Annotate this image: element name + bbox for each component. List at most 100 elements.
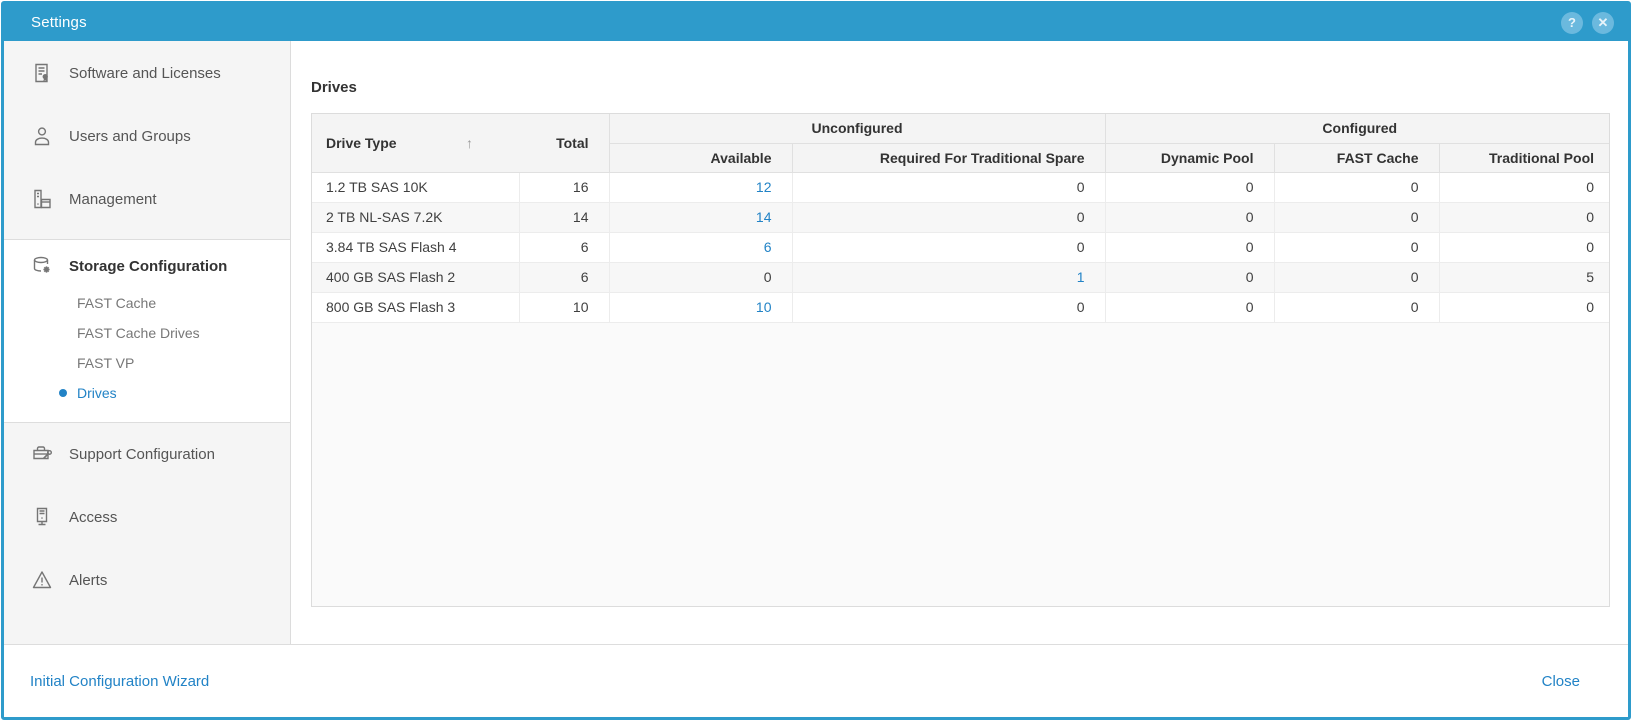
sidebar-item-label: Access [69,508,118,526]
group-header-configured: Configured [1104,114,1609,144]
sidebar-item-software-and-licenses[interactable]: Software and Licenses [4,50,290,96]
value-cell: 0 [1104,202,1274,233]
sidebar-item-fast-cache[interactable]: FAST Cache [4,288,290,318]
value-cell: 0 [1273,172,1439,203]
drive-count-link[interactable]: 14 [755,209,772,225]
sidebar-item-alerts[interactable]: Alerts [4,557,290,603]
value-cell: 1 [791,262,1105,293]
value-cell: 10 [518,292,609,323]
value-cell: 6 [518,262,609,293]
value-cell: 0 [1438,232,1609,263]
footer: Initial Configuration Wizard Close [4,644,1628,717]
drive-type-cell: 400 GB SAS Flash 2 [312,262,519,293]
dialog-title: Settings [31,14,87,31]
value-cell: 16 [518,172,609,203]
drive-type-cell: 1.2 TB SAS 10K [312,172,519,203]
close-icon[interactable]: ✕ [1592,11,1614,34]
sub-item-label: Drives [77,385,117,401]
value-cell: 0 [791,172,1105,203]
close-button[interactable]: Close [1541,672,1580,690]
value-cell: 0 [1438,292,1609,323]
drives-table: Drive Type ↑ Total Unconfigured Configur… [311,113,1610,607]
sidebar-item-label: Software and Licenses [69,64,221,82]
column-header-dynamic-pool[interactable]: Dynamic Pool [1104,143,1274,173]
value-cell: 0 [791,292,1105,323]
titlebar: Settings ? ✕ [4,4,1628,41]
value-cell: 0 [1273,202,1439,233]
value-cell: 0 [791,232,1105,263]
value-cell: 14 [608,202,792,233]
alerts-icon [30,568,54,592]
value-cell: 0 [1273,292,1439,323]
sub-item-label: FAST VP [77,355,135,371]
column-header-fast-cache[interactable]: FAST Cache [1273,143,1439,173]
sidebar-item-label: Alerts [69,571,108,589]
value-cell: 0 [1273,232,1439,263]
sidebar-item-fast-vp[interactable]: FAST VP [4,348,290,378]
storage-configuration-icon [30,254,54,278]
sub-item-label: FAST Cache [77,295,157,311]
initial-configuration-wizard-link[interactable]: Initial Configuration Wizard [30,672,210,690]
value-cell: 0 [1104,232,1274,263]
sidebar-item-label: Management [69,190,157,208]
value-cell: 6 [518,232,609,263]
value-cell: 0 [1104,172,1274,203]
sidebar-item-users-and-groups[interactable]: Users and Groups [4,113,290,159]
value-cell: 12 [608,172,792,203]
support-configuration-icon [30,442,54,466]
sidebar-item-label: Storage Configuration [69,257,228,275]
value-cell: 0 [1273,262,1439,293]
drive-type-cell: 800 GB SAS Flash 3 [312,292,519,323]
value-cell: 5 [1438,262,1609,293]
value-cell: 0 [1438,202,1609,233]
table-row: 2 TB NL-SAS 7.2K 14 14 0 0 0 0 [312,202,1609,233]
sidebar-item-drives[interactable]: Drives [4,378,290,408]
value-cell: 10 [608,292,792,323]
sidebar-item-fast-cache-drives[interactable]: FAST Cache Drives [4,318,290,348]
sidebar-divider [4,239,290,240]
value-cell: 0 [1104,292,1274,323]
drive-count-link[interactable]: 10 [755,299,772,315]
drive-count-link[interactable]: 12 [755,179,772,195]
sidebar-item-storage-configuration[interactable]: Storage Configuration [4,240,290,288]
access-icon [30,505,54,529]
column-header-required-spare[interactable]: Required For Traditional Spare [791,143,1105,173]
table-row: 800 GB SAS Flash 3 10 10 0 0 0 0 [312,292,1609,323]
drive-count-link[interactable]: 1 [1076,269,1085,285]
column-header-available[interactable]: Available [608,143,792,173]
sidebar-item-label: Users and Groups [69,127,191,145]
value-cell: 0 [1438,172,1609,203]
software-licenses-icon [30,61,54,85]
sidebar: Software and Licenses Users and Groups [4,41,291,644]
users-groups-icon [30,124,54,148]
sidebar-item-support-configuration[interactable]: Support Configuration [4,431,290,477]
column-header-drive-type[interactable]: Drive Type ↑ [312,114,519,173]
value-cell: 6 [608,232,792,263]
table-row: 1.2 TB SAS 10K 16 12 0 0 0 0 [312,172,1609,203]
sidebar-divider [4,422,290,423]
sort-ascending-icon: ↑ [466,134,473,151]
management-icon [30,187,54,211]
group-header-unconfigured: Unconfigured [608,114,1105,144]
drives-table-body: 1.2 TB SAS 10K 16 12 0 0 0 0 2 TB NL-SAS 7.2K 14… [312,172,1609,323]
column-header-traditional-pool[interactable]: Traditional Pool [1438,143,1609,173]
drive-type-cell: 2 TB NL-SAS 7.2K [312,202,519,233]
selected-dot-icon [59,389,67,397]
value-cell: 0 [791,202,1105,233]
value-cell: 14 [518,202,609,233]
help-icon[interactable]: ? [1561,11,1583,34]
main-content: Drives Drive Type ↑ [291,41,1628,644]
sidebar-item-access[interactable]: Access [4,494,290,540]
drive-count-link[interactable]: 6 [763,239,772,255]
sidebar-item-management[interactable]: Management [4,176,290,222]
sidebar-item-label: Support Configuration [69,445,215,463]
sidebar-section-storage-configuration: Storage Configuration FAST Cache FAST Ca… [4,240,290,422]
page-title: Drives [311,79,357,96]
value-cell: 0 [608,262,792,293]
value-cell: 0 [1104,262,1274,293]
column-header-total[interactable]: Total [519,114,609,173]
sub-item-label: FAST Cache Drives [77,325,200,341]
